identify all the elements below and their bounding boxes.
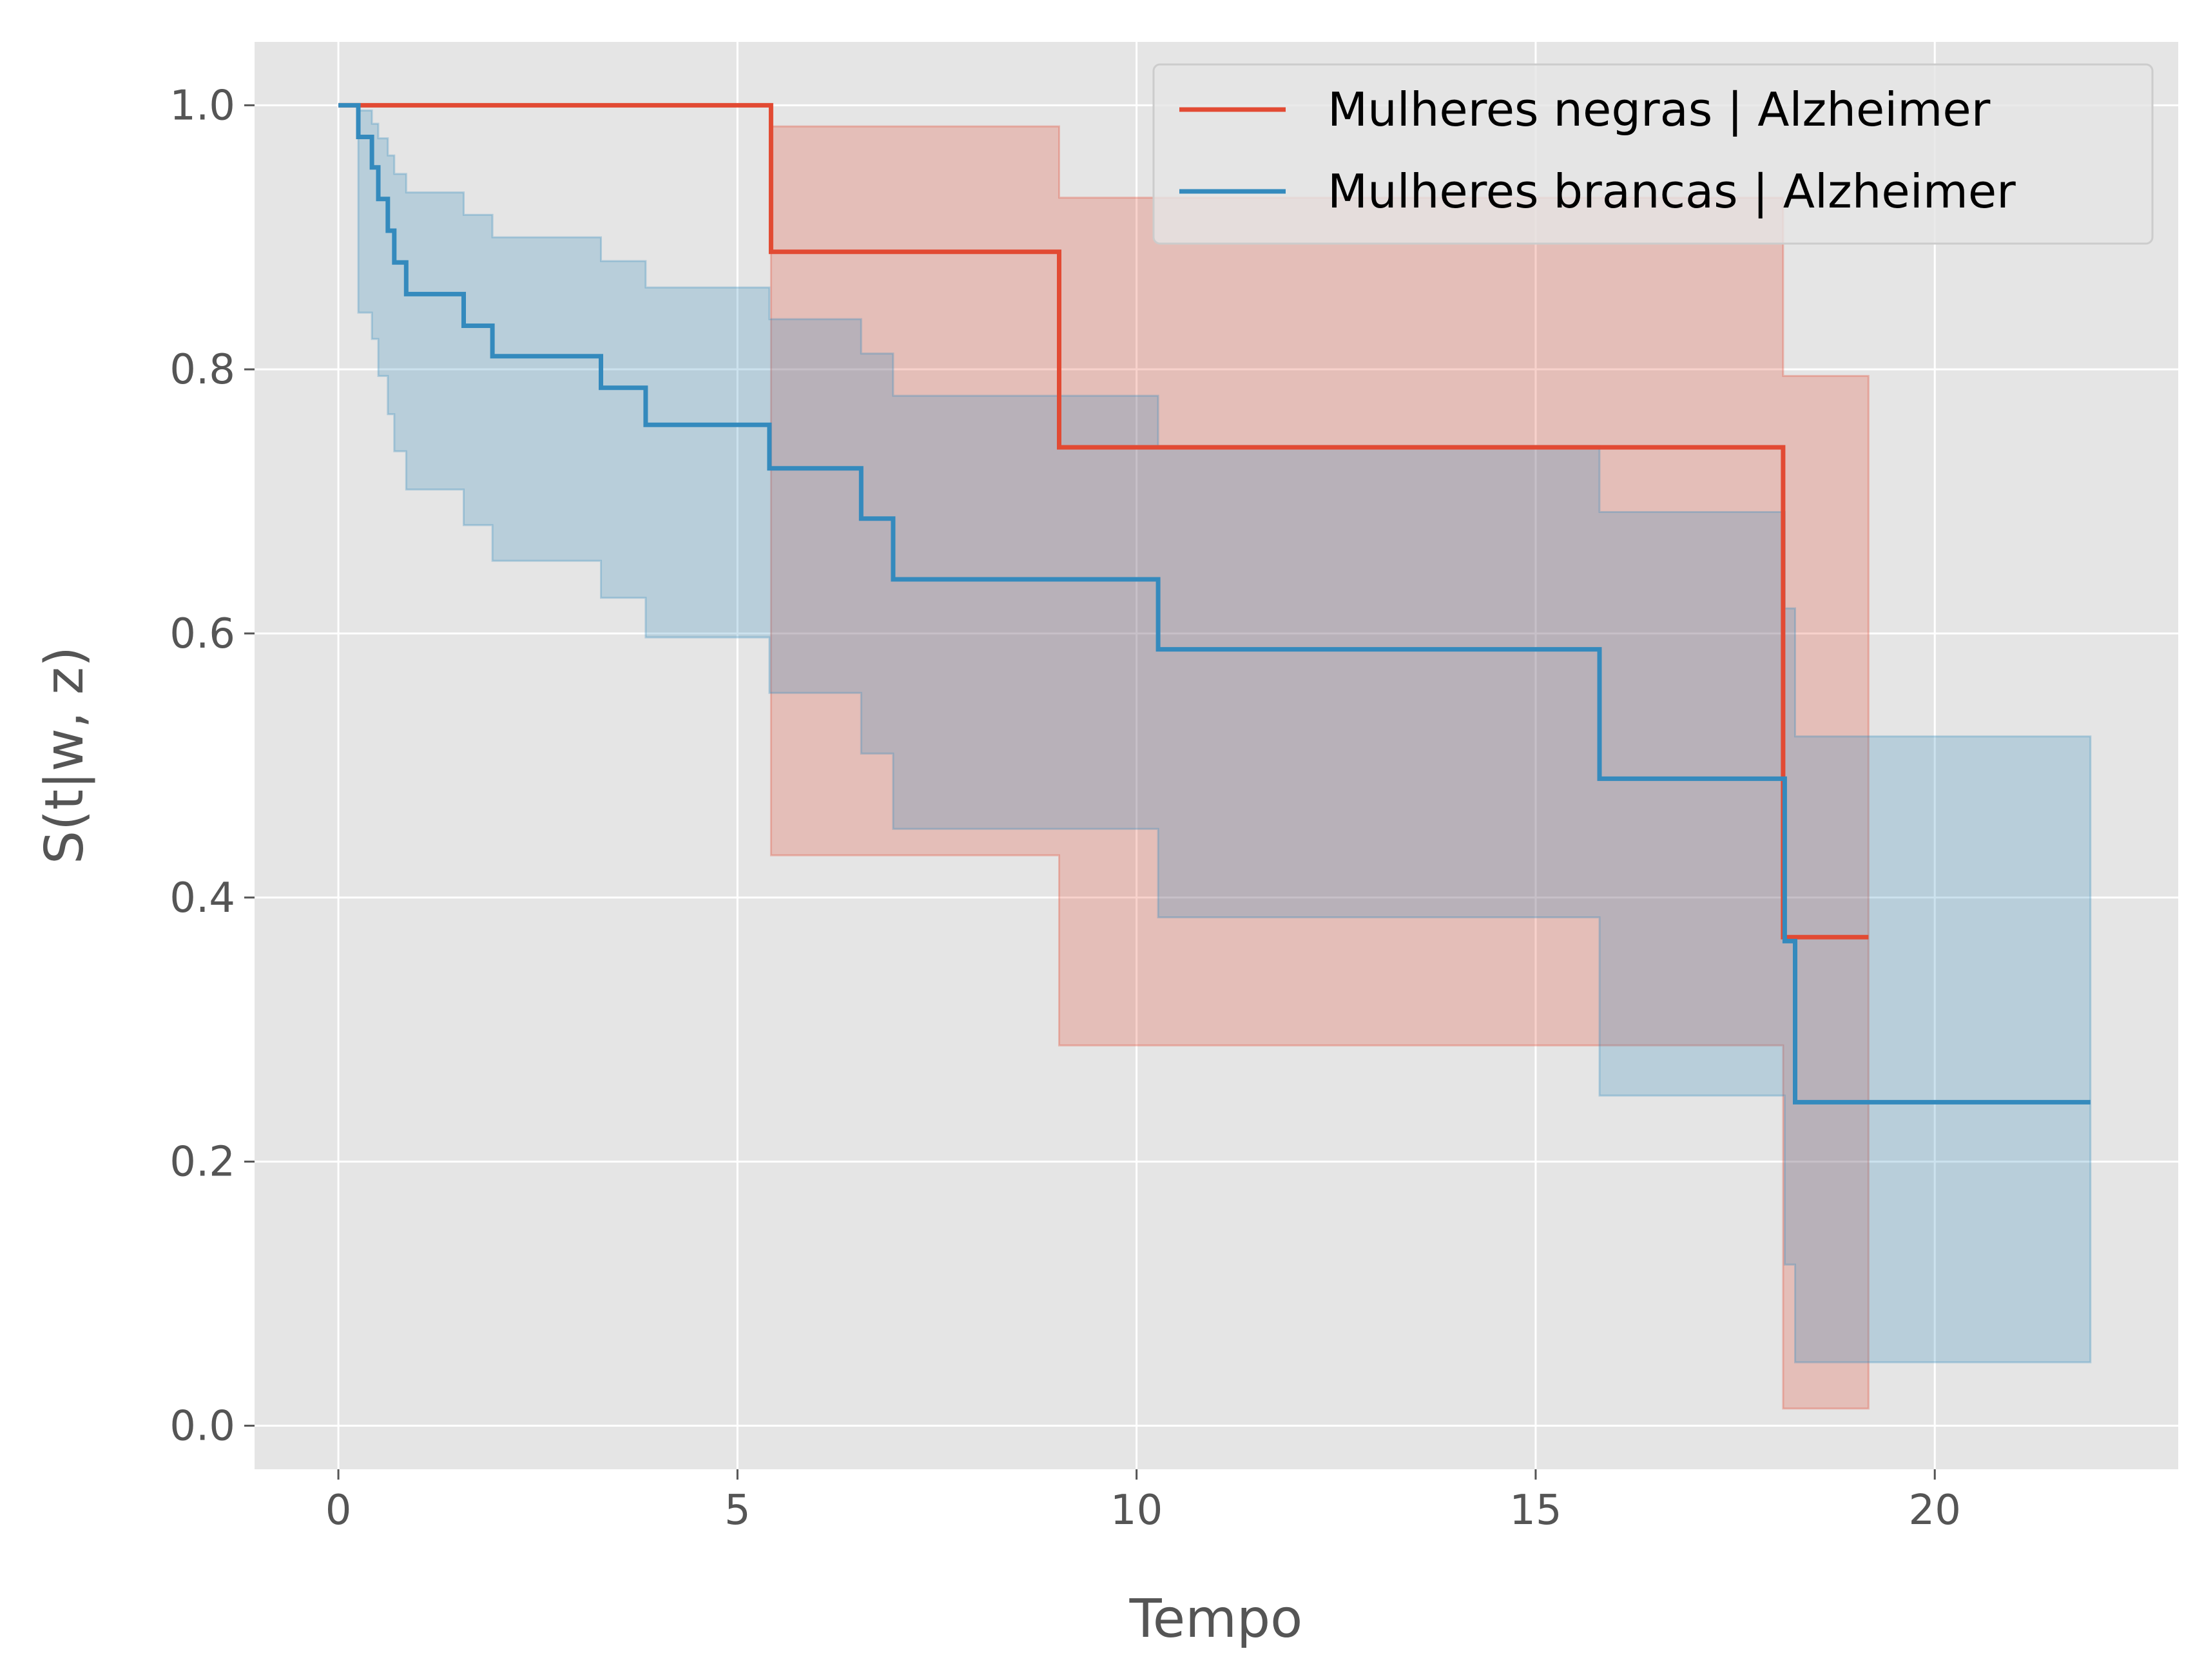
y-axis-ticks: 0.0 0.2 0.4 0.6 0.8 1.0: [169, 82, 255, 1450]
x-tick-label: 0: [325, 1487, 352, 1534]
y-tick-label: 0.0: [169, 1402, 235, 1450]
x-axis-label: Tempo: [1129, 1588, 1303, 1650]
legend-box: [1152, 63, 2154, 245]
x-tick-label: 10: [1110, 1487, 1163, 1534]
legend: Mulheres negras | Alzheimer Mulheres bra…: [1152, 63, 2154, 245]
y-tick-label: 0.6: [169, 610, 235, 658]
legend-label-negras: Mulheres negras | Alzheimer: [1328, 82, 1991, 137]
plot-background: [255, 42, 2178, 1469]
y-tick-label: 1.0: [169, 82, 235, 130]
x-tick-label: 20: [1909, 1487, 1961, 1534]
y-tick-label: 0.4: [169, 874, 235, 922]
y-axis-label: S(t|w, z): [34, 646, 95, 864]
y-tick-label: 0.2: [169, 1139, 235, 1186]
survival-lines: [338, 102, 2091, 1105]
survival-line-0: [338, 102, 1869, 940]
x-axis-ticks: 0 5 10 15 20: [325, 1469, 1961, 1534]
y-tick-label: 0.8: [169, 346, 235, 394]
confidence-band-1: [338, 104, 2092, 1364]
survival-line-1: [338, 102, 2091, 1105]
legend-label-brancas: Mulheres brancas | Alzheimer: [1328, 164, 2016, 219]
x-tick-label: 15: [1509, 1487, 1561, 1534]
x-tick-label: 5: [724, 1487, 751, 1534]
